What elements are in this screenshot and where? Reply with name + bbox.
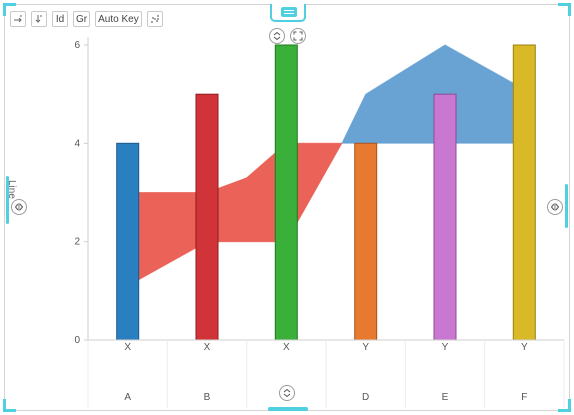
- expand-vertical-icon: [273, 31, 281, 41]
- x-group-label: Y: [362, 342, 369, 353]
- resize-handle-right[interactable]: [565, 184, 568, 228]
- y-tick-label: 0: [74, 335, 80, 346]
- range-area-2: [341, 44, 525, 144]
- bar-C: [274, 44, 298, 341]
- id-button[interactable]: Id: [52, 11, 68, 27]
- corner-handle-top-right[interactable]: [558, 3, 571, 16]
- x-group-label: Y: [442, 342, 449, 353]
- bar-E: [433, 93, 457, 341]
- sort-down-icon: [35, 15, 42, 23]
- x-category-label: B: [204, 392, 211, 403]
- drag-handle-top[interactable]: [270, 4, 306, 22]
- x-category-label: F: [521, 392, 527, 403]
- bar-D: [354, 142, 378, 341]
- expand-vertical-button[interactable]: [269, 28, 285, 44]
- x-category-label: D: [362, 392, 369, 403]
- bar-layer: [116, 44, 536, 341]
- swap-axes-button[interactable]: [10, 11, 26, 27]
- expand-vertical-bottom-button[interactable]: [279, 385, 295, 401]
- y-tick-label: 2: [74, 237, 80, 248]
- chart-toolbar: Id Gr Auto Key: [10, 11, 163, 27]
- corner-handle-bottom-right[interactable]: [558, 399, 571, 412]
- group-button[interactable]: Gr: [73, 11, 91, 27]
- swap-axes-icon: [14, 15, 22, 23]
- auto-key-button[interactable]: Auto Key: [95, 11, 142, 27]
- sort-button[interactable]: [31, 11, 47, 27]
- x-category-label: E: [442, 392, 449, 403]
- resize-handle-left[interactable]: [6, 176, 9, 224]
- expand-vertical-icon: [283, 388, 291, 398]
- y-tick-label: 4: [74, 138, 80, 149]
- expand-horizontal-left-button[interactable]: [11, 199, 27, 215]
- corner-handle-bottom-left[interactable]: [3, 399, 16, 412]
- bar-B: [195, 93, 219, 341]
- range-area-1: [127, 142, 343, 287]
- x-group-label: X: [204, 342, 211, 353]
- scatter-icon: [150, 15, 159, 23]
- axis-layer: [84, 37, 565, 408]
- bar-F: [512, 44, 536, 341]
- fullscreen-icon: [293, 31, 303, 41]
- y-tick-label: 6: [74, 40, 80, 51]
- x-group-label: Y: [521, 342, 528, 353]
- expand-horizontal-icon: [14, 203, 24, 211]
- corner-handle-top-left[interactable]: [3, 3, 16, 16]
- x-category-label: A: [124, 392, 131, 403]
- bar-A: [116, 142, 140, 341]
- resize-handle-bottom[interactable]: [268, 407, 308, 411]
- x-group-label: X: [283, 342, 290, 353]
- fullscreen-button[interactable]: [290, 28, 306, 44]
- x-group-label: X: [124, 342, 131, 353]
- expand-horizontal-right-button[interactable]: [547, 199, 563, 215]
- scatter-button[interactable]: [146, 11, 163, 27]
- range-area-layer: [127, 44, 525, 287]
- expand-horizontal-icon: [550, 203, 560, 211]
- menu-icon: [281, 7, 297, 17]
- label-layer: 0 2 4 6 X X X Y Y Y A B D E F: [74, 40, 528, 403]
